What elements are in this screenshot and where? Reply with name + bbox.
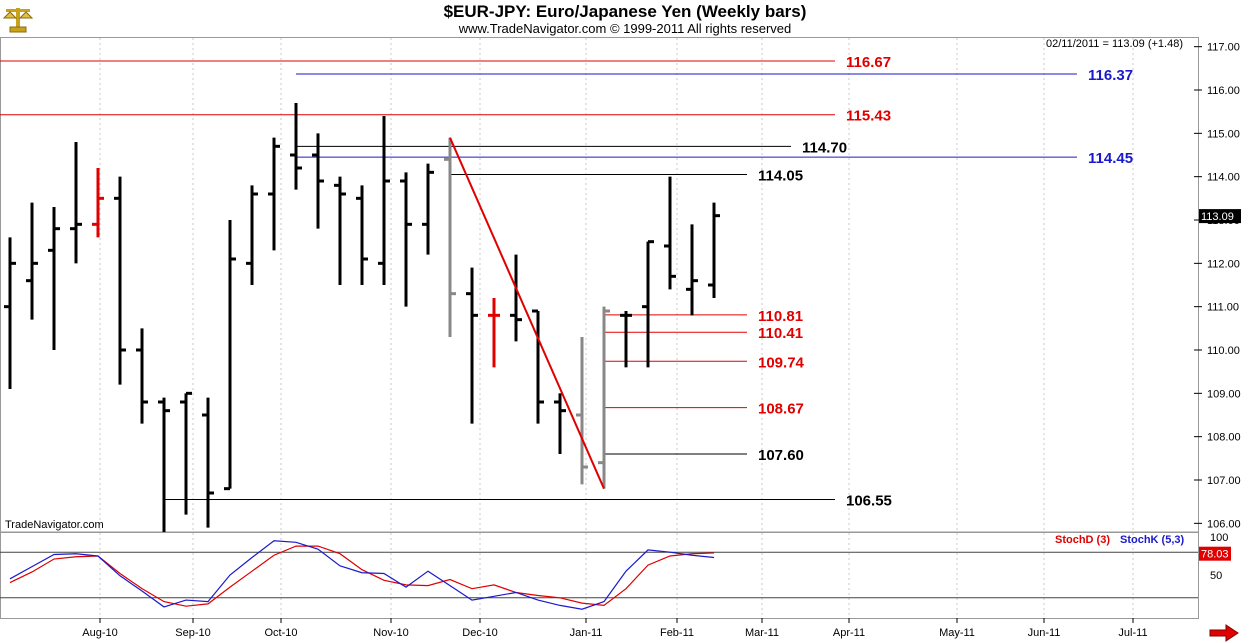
price-bar [444,137,456,337]
price-bar [708,202,720,298]
stochk-line [9,540,715,610]
price-bar [620,311,632,368]
price-bar [576,337,588,485]
last-price-label: 113.09 [1201,211,1234,223]
price-bar [422,163,434,255]
y-tick-label: 111.00 [1207,302,1239,314]
price-bar [686,224,698,316]
price-bar [26,202,38,320]
x-tick-label: May-11 [939,627,975,639]
x-tick-label: Apr-11 [833,627,865,639]
price-bar [70,142,82,264]
price-bar [246,185,258,285]
price-panel-frame [0,37,1199,533]
price-bars [4,103,720,532]
x-tick-label: Jun-11 [1028,627,1061,639]
x-tick-label: Sep-10 [175,627,210,639]
price-bar [158,397,170,532]
price-bar [92,168,104,238]
price-bar [268,137,280,251]
support-resistance-levels [0,60,1077,500]
x-tick-label: Mar-11 [745,627,779,639]
price-bar [664,176,676,290]
price-readout: 02/11/2011 = 113.09 (+1.48) [1046,38,1183,50]
price-bar [532,309,544,424]
red-right-arrow-icon[interactable] [1208,624,1240,642]
stochd-legend: StochD (3) [1055,534,1110,546]
price-bar [202,397,214,528]
level-label: 109.74 [758,354,805,371]
price-bar [510,254,522,342]
x-tick-label: Aug-10 [82,627,117,639]
level-label: 114.45 [1088,150,1133,167]
price-bar [48,207,60,350]
y-tick-label: 110.00 [1207,345,1240,357]
price-bar [642,240,654,368]
price-bar [356,185,368,285]
watermark: TradeNavigator.com [5,519,104,531]
stoch-last-value-label: 78.03 [1201,549,1229,561]
stochd-line [9,545,715,607]
grid-lines [0,37,1199,618]
price-bar [400,172,412,307]
x-tick-label: Feb-11 [660,627,694,639]
last-price-box [1199,209,1241,224]
level-label: 114.70 [802,139,847,156]
y-tick-label: 116.00 [1207,85,1240,97]
x-tick-label: Dec-10 [462,627,497,639]
chart-subtitle: www.TradeNavigator.com © 1999-2011 All r… [458,21,792,36]
price-bar [136,328,148,424]
stoch-y-tick-label: 100 [1210,532,1228,544]
price-bar [378,116,390,285]
level-label: 108.67 [758,401,804,418]
level-label: 114.05 [758,168,803,185]
chart-title: $EUR-JPY: Euro/Japanese Yen (Weekly bars… [443,2,807,21]
x-tick-label: Jan-11 [570,627,603,639]
stochk-legend: StochK (5,3) [1120,534,1185,546]
price-bar [114,176,126,385]
brass-scales-icon[interactable] [2,2,34,34]
price-bar [554,393,566,454]
date-axis: Aug-10 Sep-10 Oct-10 Nov-10 Dec-10 Jan-11 Feb-… [82,618,1148,639]
level-label: 116.37 [1088,67,1133,84]
trendline [449,137,605,490]
y-tick-label: 115.00 [1207,128,1240,140]
y-tick-label: 106.00 [1207,518,1241,530]
level-label: 115.43 [846,108,891,125]
price-axis: 106.00 107.00 108.00 109.00 110.00 111.00 112.… [1194,42,1241,530]
price-bar [290,103,302,190]
stoch-panel-frame [0,532,1199,619]
y-tick-label: 107.00 [1207,475,1241,487]
y-tick-label: 109.00 [1207,388,1241,400]
y-tick-label: 114.00 [1207,172,1240,184]
price-bar [224,220,236,491]
y-tick-label: 108.00 [1207,432,1241,444]
price-bar [180,391,192,515]
x-tick-label: Nov-10 [373,627,408,639]
trendline-segment [449,137,605,490]
level-label: 106.55 [846,493,892,510]
level-label: 110.81 [758,308,803,325]
price-bar [4,237,16,389]
stoch-y-tick-label: 50 [1210,570,1222,582]
x-tick-label: Oct-10 [264,627,297,639]
stoch-last-value-box [1199,546,1231,561]
level-label: 107.60 [758,447,804,464]
y-tick-label: 112.00 [1207,258,1240,270]
price-bar [334,176,346,285]
price-bar [598,306,610,489]
level-label: 110.41 [758,325,803,342]
price-bar [312,133,324,229]
level-label: 116.67 [846,54,891,71]
y-tick-label: 117.00 [1207,42,1240,54]
x-tick-label: Jul-11 [1118,627,1147,639]
chart-labels: 116.67 116.37 115.43 114.70 114.45 114.05 110.… [5,38,1183,531]
price-bar [466,267,478,424]
stochastic-panel: 50 100 78.03 StochD (3) StochK (5,3) [0,532,1231,619]
price-bar [488,298,500,368]
